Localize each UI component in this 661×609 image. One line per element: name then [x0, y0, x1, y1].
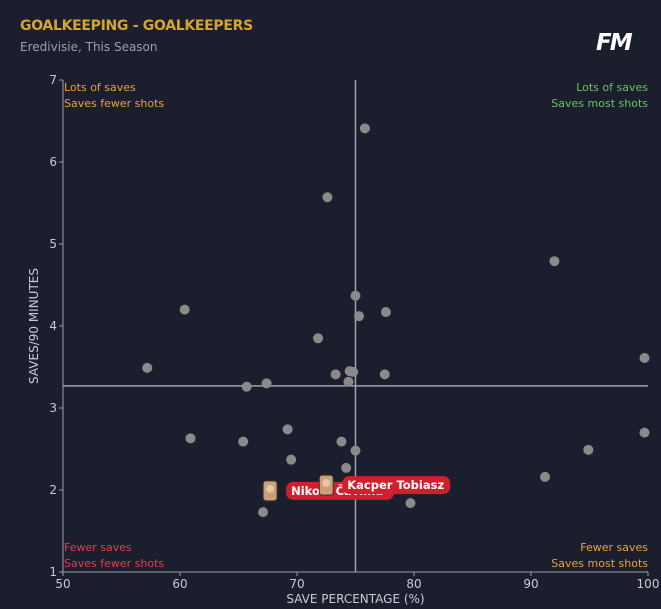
- y-tick-label: 1: [49, 565, 57, 579]
- data-point: [341, 462, 352, 473]
- y-tick-label: 3: [49, 401, 57, 415]
- y-axis-label: SAVES/90 MINUTES: [27, 268, 41, 384]
- x-tick-label: 90: [523, 577, 538, 591]
- data-point: [185, 433, 196, 444]
- y-tick-label: 5: [49, 237, 57, 251]
- x-axis-label: SAVE PERCENTAGE (%): [286, 592, 424, 606]
- data-point: [282, 424, 293, 435]
- quadrant-label-top-right: Lots of saves: [576, 81, 648, 94]
- data-point: [354, 311, 365, 322]
- quadrant-label-top-right: Saves most shots: [551, 97, 648, 110]
- quadrant-label-top-left: Saves fewer shots: [64, 97, 164, 110]
- data-point: [639, 427, 650, 438]
- x-tick-label: 70: [289, 577, 304, 591]
- x-tick-label: 50: [55, 577, 70, 591]
- quadrant-label-bottom-left: Fewer saves: [64, 541, 132, 554]
- data-point: [350, 445, 361, 456]
- player-face-icon: [266, 484, 275, 493]
- chart-subtitle: Eredivisie, This Season: [20, 40, 158, 54]
- data-point: [405, 498, 416, 509]
- fm-logo: FM: [596, 30, 633, 56]
- quadrant-label-top-left: Lots of saves: [64, 81, 136, 94]
- x-tick-label: 100: [637, 577, 660, 591]
- quadrant-label-bottom-left: Saves fewer shots: [64, 557, 164, 570]
- data-point: [142, 362, 153, 373]
- data-point: [286, 454, 297, 465]
- data-point: [380, 307, 391, 318]
- data-point: [350, 290, 361, 301]
- player-label: Kacper Tobiasz: [347, 478, 444, 492]
- data-point: [540, 471, 551, 482]
- data-point: [258, 507, 269, 518]
- data-point: [313, 333, 324, 344]
- y-tick-label: 4: [49, 319, 57, 333]
- data-point: [583, 444, 594, 455]
- data-point: [238, 436, 249, 447]
- x-tick-label: 60: [172, 577, 187, 591]
- quadrant-label-bottom-right: Fewer saves: [580, 541, 648, 554]
- data-point: [322, 192, 333, 203]
- player-face-icon: [322, 479, 331, 488]
- data-point: [549, 256, 560, 267]
- data-point: [336, 436, 347, 447]
- data-point: [359, 123, 370, 134]
- y-tick-label: 2: [49, 483, 57, 497]
- data-point: [241, 381, 252, 392]
- chart-title: GOALKEEPING - GOALKEEPERS: [20, 18, 253, 34]
- data-point: [179, 304, 190, 315]
- data-point: [343, 376, 354, 387]
- quadrant-label-bottom-right: Saves most shots: [551, 557, 648, 570]
- data-point: [379, 369, 390, 380]
- player-label-bg: [342, 476, 451, 495]
- data-point: [639, 352, 650, 363]
- x-tick-label: 80: [406, 577, 421, 591]
- y-tick-label: 7: [49, 73, 57, 87]
- data-point: [348, 366, 359, 377]
- data-point: [330, 369, 341, 380]
- y-tick-label: 6: [49, 155, 57, 169]
- data-point: [261, 378, 272, 389]
